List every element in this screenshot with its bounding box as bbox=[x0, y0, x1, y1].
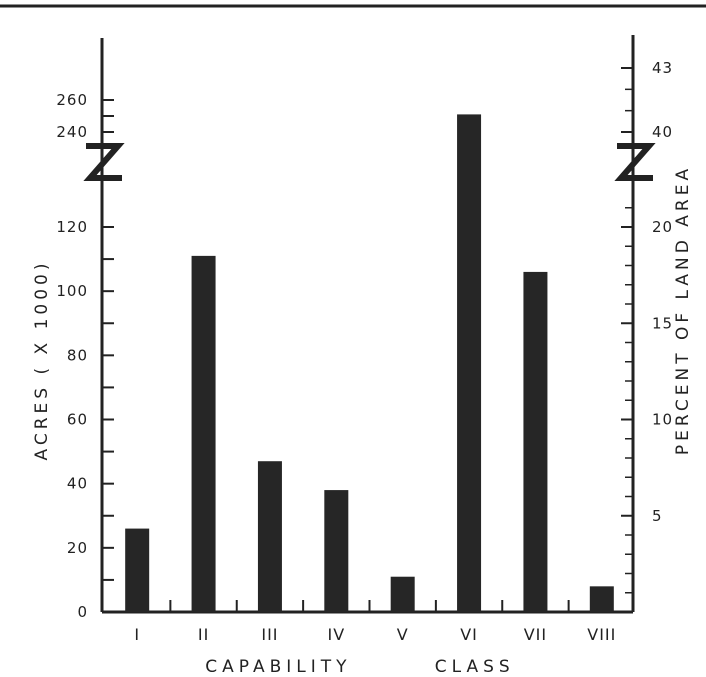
x-ticks bbox=[169, 600, 570, 612]
bar-I bbox=[125, 528, 150, 612]
right-tick-label: 10 bbox=[652, 411, 673, 429]
left-ticks: 0 20 40 60 80 100 120 240 260 bbox=[56, 91, 114, 621]
left-tick-label: 0 bbox=[77, 603, 88, 621]
right-ticks: 5 10 15 20 40 43 bbox=[621, 59, 673, 594]
category-label: V bbox=[397, 625, 409, 644]
bar-VII bbox=[523, 271, 548, 612]
axis-breaks bbox=[83, 143, 656, 181]
right-tick-label: 40 bbox=[652, 123, 673, 141]
category-label: VII bbox=[524, 625, 547, 644]
left-tick-label: 100 bbox=[56, 282, 88, 300]
right-tick-label: 20 bbox=[652, 218, 673, 236]
bar-V bbox=[390, 576, 415, 612]
left-tick-label: 40 bbox=[67, 475, 88, 493]
category-label: IV bbox=[327, 625, 345, 644]
right-axis-break-symbol bbox=[614, 143, 656, 181]
category-label: III bbox=[261, 625, 278, 644]
y-axis-title-left: ACRES ( X 1000) bbox=[32, 260, 52, 461]
bar-VIII bbox=[589, 586, 614, 612]
category-label: I bbox=[134, 625, 140, 644]
category-labels: I II III IV V VI VII VIII bbox=[134, 625, 616, 644]
category-label: II bbox=[198, 625, 209, 644]
right-tick-label: 43 bbox=[652, 59, 673, 77]
bar-IV bbox=[324, 490, 349, 612]
y-axis-title-right: PERCENT OF LAND AREA bbox=[673, 165, 693, 455]
left-tick-label: 260 bbox=[56, 91, 88, 109]
category-label: VIII bbox=[587, 625, 616, 644]
bar-II bbox=[191, 255, 216, 612]
category-label: VI bbox=[460, 625, 478, 644]
left-tick-label: 20 bbox=[67, 539, 88, 557]
left-tick-label: 80 bbox=[67, 346, 88, 364]
x-axis-title: CAPABILITY CLASS bbox=[205, 657, 514, 677]
bar-III bbox=[257, 461, 282, 612]
left-tick-label: 120 bbox=[56, 218, 88, 236]
bar-VI bbox=[457, 114, 482, 613]
right-tick-label: 5 bbox=[652, 507, 663, 525]
bars bbox=[125, 114, 614, 613]
right-tick-label: 15 bbox=[652, 314, 673, 332]
left-axis-break-symbol bbox=[83, 143, 125, 181]
left-tick-label: 60 bbox=[67, 411, 88, 429]
left-tick-label: 240 bbox=[56, 123, 88, 141]
